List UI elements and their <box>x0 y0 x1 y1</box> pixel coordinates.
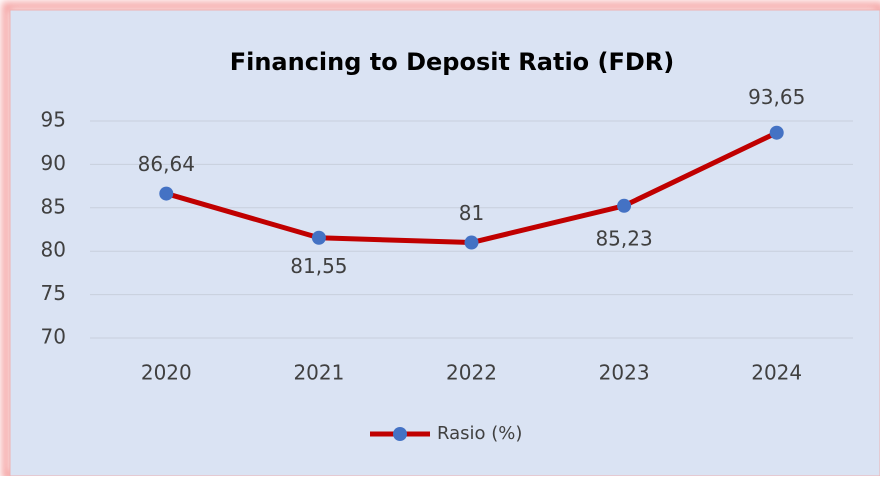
x-tick-label: 2022 <box>446 361 497 385</box>
legend-label: Rasio (%) <box>437 423 522 444</box>
data-label: 93,65 <box>748 85 805 109</box>
data-label: 85,23 <box>595 226 652 250</box>
legend-marker <box>393 427 407 441</box>
y-tick-label: 70 <box>41 325 66 349</box>
x-tick-label: 2023 <box>599 361 650 385</box>
data-point <box>159 186 174 201</box>
y-tick-label: 80 <box>41 238 66 262</box>
x-tick-label: 2020 <box>141 361 192 385</box>
x-tick-label: 2024 <box>751 361 802 385</box>
y-tick-label: 90 <box>41 151 66 175</box>
data-point <box>769 125 784 140</box>
y-tick-label: 75 <box>41 281 66 305</box>
x-tick-label: 2021 <box>293 361 344 385</box>
data-label: 81,55 <box>290 254 347 278</box>
data-point <box>464 235 479 250</box>
data-label: 81 <box>459 201 484 225</box>
y-tick-label: 95 <box>41 108 66 132</box>
data-point <box>311 230 326 245</box>
data-label: 86,64 <box>138 152 195 176</box>
chart-title: Financing to Deposit Ratio (FDR) <box>230 48 675 76</box>
y-tick-label: 85 <box>41 194 66 218</box>
data-point <box>617 198 632 213</box>
